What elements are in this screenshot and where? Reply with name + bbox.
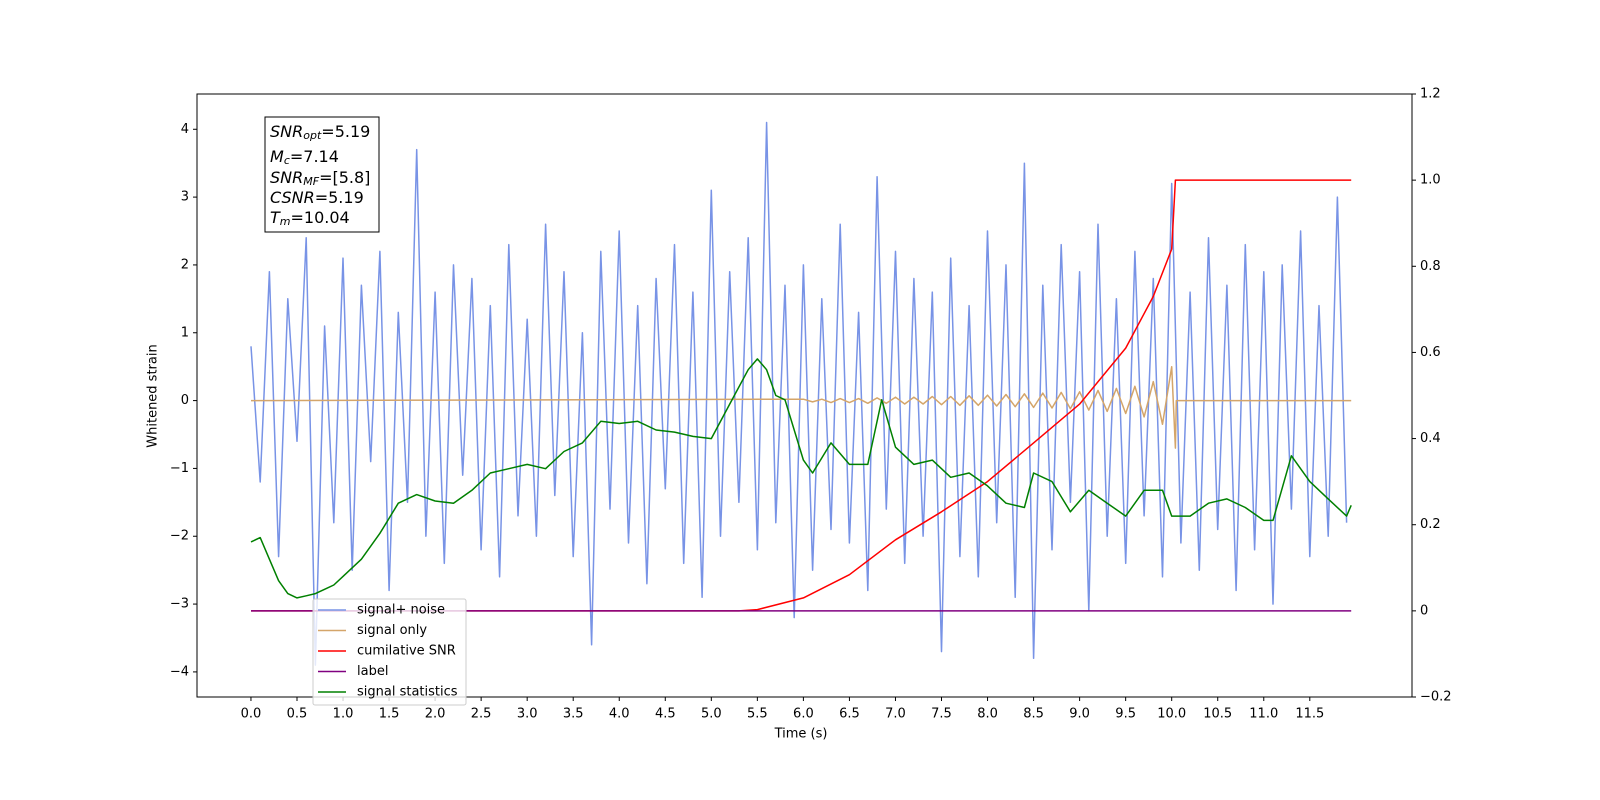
annotation-line: CSNR=5.19 — [270, 188, 364, 207]
series-line — [250, 358, 1352, 599]
y2-tick-label: −0.2 — [1420, 690, 1452, 705]
x-tick-label: 9.5 — [1115, 707, 1136, 722]
annotation-value: =5.19 — [315, 188, 364, 207]
annotation-box: SNRopt=5.19Mc=7.14SNRMF=[5.8]CSNR=5.19Tm… — [264, 116, 380, 233]
annotation-value: =5.19 — [321, 122, 370, 141]
x-tick-label: 6.0 — [793, 707, 814, 722]
y-tick-label: 3 — [181, 190, 189, 205]
x-tick-label: 8.5 — [1023, 707, 1044, 722]
annotation-symbol: SNR — [270, 168, 303, 187]
annotation-line: SNRopt=5.19 — [270, 122, 370, 143]
x-tick-label: 2.0 — [425, 707, 446, 722]
x-tick-label: 3.5 — [563, 707, 584, 722]
x-tick-label: 1.5 — [379, 707, 400, 722]
series-line — [250, 365, 1352, 449]
y2-tick-label: 0.2 — [1420, 517, 1441, 532]
annotation-symbol: M — [270, 147, 284, 166]
y2-tick-label: 0.8 — [1420, 259, 1441, 274]
series-line — [251, 179, 1352, 612]
y2-tick-label: 1.0 — [1420, 173, 1441, 188]
annotation-value: =10.04 — [291, 208, 350, 227]
annotation-line: Mc=7.14 — [270, 147, 339, 168]
x-tick-label: 10.5 — [1203, 707, 1232, 722]
y2-tick-label: 0.4 — [1420, 431, 1441, 446]
x-tick-label: 9.0 — [1069, 707, 1090, 722]
legend-label: label — [357, 664, 388, 679]
legend-frame — [312, 598, 467, 706]
y-tick-label: 1 — [181, 325, 189, 340]
annotation-symbol: SNR — [270, 122, 303, 141]
x-tick-label: 3.0 — [517, 707, 538, 722]
x-tick-label: 8.0 — [977, 707, 998, 722]
y2-tick-label: 0 — [1420, 603, 1428, 618]
x-tick-label: 4.5 — [655, 707, 676, 722]
annotation-subscript: opt — [303, 129, 322, 142]
annotation-frame — [264, 116, 380, 233]
x-tick-label: 0.0 — [241, 707, 262, 722]
x-tick-label: 5.0 — [701, 707, 722, 722]
x-tick-label: 1.0 — [333, 707, 354, 722]
legend: signal+ noise signal only cumilative SNR la… — [312, 598, 467, 706]
annotation-symbol: T — [270, 208, 281, 227]
x-tick-label: 11.0 — [1249, 707, 1278, 722]
x-tick-label: 5.5 — [747, 707, 768, 722]
annotation-subscript: m — [280, 215, 291, 228]
x-tick-label: 7.0 — [885, 707, 906, 722]
legend-label: signal only — [357, 623, 427, 638]
annotation-value: =7.14 — [290, 147, 339, 166]
annotation-value: =[5.8] — [319, 168, 370, 187]
annotation-symbol: CSNR — [270, 188, 315, 207]
y-axis-label: Whitened strain — [146, 344, 161, 447]
y-tick-label: 0 — [181, 393, 189, 408]
annotation-subscript: c — [284, 154, 290, 167]
x-axis-label: Time (s) — [774, 727, 828, 742]
y-tick-label: −1 — [170, 461, 189, 476]
annotation-subscript: MF — [303, 175, 319, 188]
legend-label: signal+ noise — [357, 603, 445, 618]
y2-tick-label: 0.6 — [1420, 345, 1441, 360]
x-tick-label: 2.5 — [471, 707, 492, 722]
x-tick-label: 11.5 — [1295, 707, 1324, 722]
y-tick-label: 4 — [181, 122, 189, 137]
y-tick-label: −2 — [170, 529, 189, 544]
y-tick-label: 2 — [181, 257, 189, 272]
y-tick-label: −4 — [170, 664, 189, 679]
annotation-line: Tm=10.04 — [270, 208, 350, 229]
x-tick-label: 0.5 — [287, 707, 308, 722]
x-tick-label: 10.0 — [1157, 707, 1186, 722]
y2-tick-label: 1.2 — [1420, 87, 1441, 102]
x-tick-label: 6.5 — [839, 707, 860, 722]
annotation-line: SNRMF=[5.8] — [270, 168, 370, 189]
legend-label: signal statistics — [357, 685, 458, 700]
x-tick-label: 7.5 — [931, 707, 952, 722]
series-line — [250, 121, 1348, 666]
axes-frame — [196, 93, 1413, 698]
legend-label: cumilative SNR — [357, 644, 456, 659]
y-tick-label: −3 — [170, 597, 189, 612]
x-tick-label: 4.0 — [609, 707, 630, 722]
